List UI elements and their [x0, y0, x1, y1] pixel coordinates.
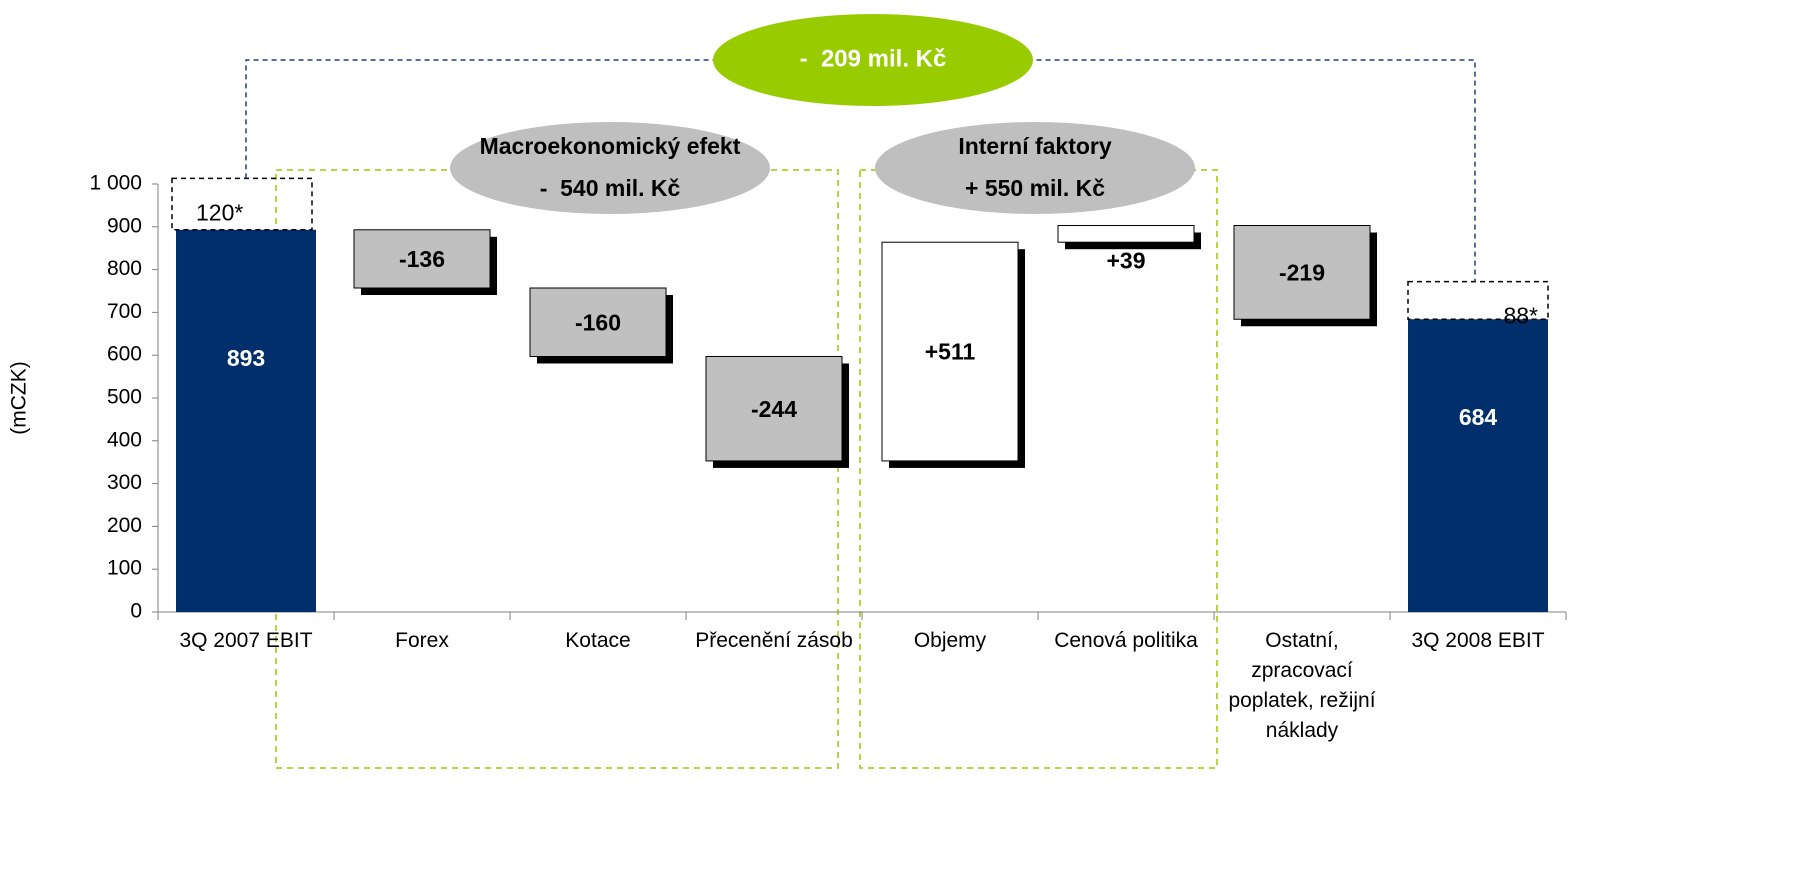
value-label: -244	[751, 396, 797, 422]
group-ellipse	[875, 122, 1195, 214]
y-tick-label: 200	[107, 514, 142, 537]
x-tick-label: Cenová politika	[1054, 629, 1198, 652]
value-label: -136	[399, 246, 445, 272]
bar	[353, 229, 491, 289]
x-tick-label: Ostatní, zpracovací poplatek, režijní ná…	[1228, 629, 1376, 742]
y-tick-label: 1 000	[89, 172, 142, 195]
value-label: 893	[227, 345, 265, 371]
value-label: +39	[1106, 247, 1145, 273]
total-change-label: - 209 mil. Kč	[800, 45, 947, 72]
y-tick-label: 500	[107, 386, 142, 409]
y-tick-label: 300	[107, 471, 142, 494]
total-bar	[1408, 319, 1548, 612]
y-tick-label: 400	[107, 428, 142, 451]
value-label: +511	[925, 339, 976, 365]
y-axis-label: (mCZK)	[8, 361, 31, 434]
group-title: Interní faktory	[958, 133, 1112, 159]
y-tick-label: 0	[130, 600, 142, 623]
group-label: + 550 mil. Kč	[965, 175, 1105, 201]
y-tick-label: 100	[107, 557, 142, 580]
adjustment-label: 120*	[196, 200, 243, 226]
x-tick-label: 3Q 2007 EBIT	[179, 629, 313, 652]
adjustment-box	[171, 177, 313, 231]
value-label: 684	[1459, 404, 1498, 430]
bar	[1233, 225, 1371, 320]
x-tick-label: Přecenění zásob	[695, 629, 853, 652]
bar	[881, 241, 1019, 462]
adjustment-label: 88*	[1503, 303, 1538, 329]
x-tick-label: 3Q 2008 EBIT	[1411, 629, 1545, 652]
total-ellipse	[713, 14, 1033, 106]
x-tick-label: Kotace	[565, 629, 631, 652]
bar	[1057, 225, 1195, 243]
total-bar	[176, 229, 316, 612]
x-tick-label: Forex	[395, 629, 449, 652]
x-tick-label: Objemy	[913, 629, 987, 652]
y-tick-label: 800	[107, 257, 142, 280]
bar	[705, 355, 843, 462]
value-label: -160	[575, 309, 621, 335]
y-tick-label: 900	[107, 214, 142, 237]
y-tick-label: 700	[107, 300, 142, 323]
group-label: - 540 mil. Kč	[540, 175, 681, 201]
value-label: -219	[1279, 259, 1325, 285]
bar	[529, 287, 667, 357]
group-title: Macroekonomický efekt	[480, 133, 741, 159]
group-ellipse	[450, 122, 770, 214]
adjustment-box	[1407, 280, 1549, 320]
y-tick-label: 600	[107, 343, 142, 366]
